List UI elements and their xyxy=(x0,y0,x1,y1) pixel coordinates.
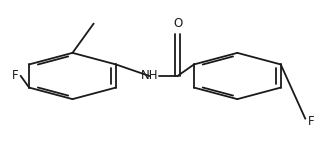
Text: NH: NH xyxy=(141,69,159,83)
Text: F: F xyxy=(307,115,314,128)
Text: O: O xyxy=(173,17,182,30)
Text: F: F xyxy=(12,69,19,83)
